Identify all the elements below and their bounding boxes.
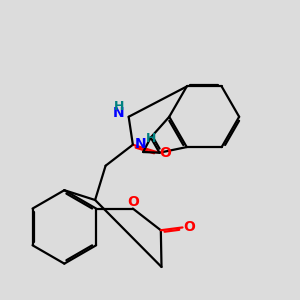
Text: O: O xyxy=(128,195,140,209)
Text: N: N xyxy=(134,137,146,151)
Text: O: O xyxy=(184,220,195,234)
Text: N: N xyxy=(113,106,125,120)
Text: H: H xyxy=(114,100,124,113)
Text: O: O xyxy=(159,146,171,160)
Text: H: H xyxy=(146,132,156,145)
